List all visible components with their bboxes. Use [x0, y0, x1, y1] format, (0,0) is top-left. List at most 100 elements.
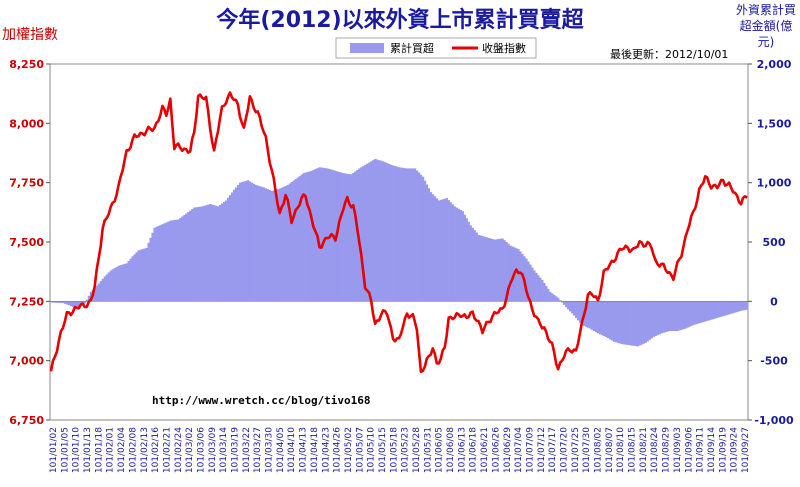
x-tick-label: 101/01/18: [94, 427, 104, 473]
net-buy-bar: [563, 301, 566, 305]
net-buy-bar: [684, 301, 687, 329]
x-tick-label: 101/02/01: [106, 427, 116, 473]
net-buy-bar: [491, 239, 494, 302]
x-tick-label: 101/07/04: [514, 427, 524, 473]
net-buy-bar: [292, 180, 295, 302]
x-tick-label: 101/06/21: [480, 427, 490, 473]
net-buy-bar: [262, 187, 266, 302]
net-buy-bar: [608, 301, 612, 340]
net-buy-bar: [718, 301, 721, 318]
net-buy-bar: [690, 301, 693, 326]
net-buy-bar: [580, 301, 584, 326]
x-tick-label: 101/09/06: [684, 427, 694, 473]
net-buy-bar: [145, 247, 148, 302]
net-buy-bar: [507, 243, 510, 302]
net-buy-bar: [308, 171, 311, 302]
net-buy-bar: [252, 183, 256, 302]
net-buy-bar: [111, 269, 114, 302]
net-buy-bar: [103, 276, 106, 302]
x-tick-label: 101/06/26: [491, 427, 501, 473]
net-buy-bar: [417, 172, 421, 302]
net-buy-bar: [205, 205, 208, 302]
net-buy-bar: [549, 291, 552, 302]
net-buy-bar: [246, 180, 250, 302]
net-buy-bar: [50, 301, 53, 303]
net-buy-bar: [535, 272, 538, 302]
net-buy-bar: [326, 168, 329, 302]
net-buy-bar: [674, 301, 677, 331]
net-buy-bar: [225, 200, 228, 302]
net-buy-bar: [596, 301, 600, 334]
net-buy-bar: [290, 182, 293, 302]
net-buy-bar: [455, 207, 458, 302]
net-buy-bar: [578, 301, 582, 323]
net-buy-bar: [398, 167, 401, 302]
x-tick-label: 101/05/02: [344, 427, 354, 473]
net-buy-bar: [722, 301, 725, 317]
net-buy-bar: [467, 221, 470, 302]
net-buy-bar: [137, 250, 140, 302]
net-buy-bar: [501, 238, 504, 302]
net-buy-bar: [77, 301, 81, 308]
net-buy-bar: [676, 301, 679, 331]
net-buy-bar: [642, 301, 645, 344]
x-tick-label: 101/04/10: [287, 427, 297, 473]
net-buy-bar: [372, 160, 375, 302]
right-tick-label: -1,000: [754, 414, 794, 427]
net-buy-bar: [396, 166, 399, 302]
net-buy-bar: [310, 170, 313, 302]
net-buy-bar: [475, 232, 478, 302]
net-buy-bar: [680, 301, 683, 330]
net-buy-bar: [185, 213, 188, 302]
net-buy-bar: [431, 194, 435, 302]
net-buy-bar: [376, 159, 379, 302]
left-tick-label: 6,750: [9, 414, 44, 427]
x-tick-label: 101/01/05: [60, 427, 70, 473]
net-buy-bar: [694, 301, 697, 325]
net-buy-bar: [250, 182, 254, 302]
net-buy-bar: [612, 301, 616, 342]
left-tick-label: 7,500: [9, 236, 44, 249]
x-tick-label: 101/05/10: [367, 427, 377, 473]
net-buy-bar: [650, 301, 653, 339]
net-buy-bar: [644, 301, 647, 343]
net-buy-bar: [340, 172, 343, 302]
net-buy-bar: [445, 198, 449, 302]
net-buy-bar: [495, 239, 498, 302]
chart-title: 今年(2012)以來外資上市累計買賣超: [216, 8, 584, 33]
net-buy-bar: [545, 285, 548, 302]
net-buy-bar: [660, 301, 663, 334]
net-buy-bar: [449, 202, 452, 302]
net-buy-bar: [67, 301, 71, 306]
net-buy-bar: [624, 301, 627, 345]
x-tick-label: 101/06/05: [435, 427, 445, 473]
net-buy-bar: [728, 301, 731, 315]
net-buy-bar: [638, 301, 641, 346]
net-buy-bar: [565, 301, 568, 308]
net-buy-bar: [439, 199, 443, 302]
net-buy-bar: [109, 270, 112, 302]
net-buy-bar: [181, 216, 184, 302]
net-buy-bar: [177, 219, 180, 302]
x-tick-label: 101/05/23: [401, 427, 411, 473]
net-buy-bar: [298, 176, 301, 302]
x-tick-label: 101/02/04: [117, 427, 127, 473]
net-buy-bar: [658, 301, 661, 335]
x-tick-label: 101/03/06: [196, 427, 206, 473]
net-buy-bar: [469, 225, 472, 302]
x-tick-label: 101/07/20: [559, 427, 569, 473]
x-tick-label: 101/03/14: [219, 427, 229, 473]
net-buy-bar: [338, 171, 341, 302]
net-buy-bar: [171, 220, 174, 302]
net-buy-bar: [55, 301, 59, 303]
net-buy-bar: [270, 190, 274, 302]
net-buy-bar: [744, 301, 747, 311]
net-buy-bar: [451, 204, 454, 302]
net-buy-bar: [569, 301, 572, 312]
net-buy-bar: [236, 185, 240, 302]
net-buy-bar: [586, 301, 590, 328]
right-tick-label: 500: [763, 236, 786, 249]
legend-bar-swatch: [350, 43, 384, 53]
net-buy-bar: [433, 196, 437, 302]
net-buy-bar: [304, 172, 307, 302]
